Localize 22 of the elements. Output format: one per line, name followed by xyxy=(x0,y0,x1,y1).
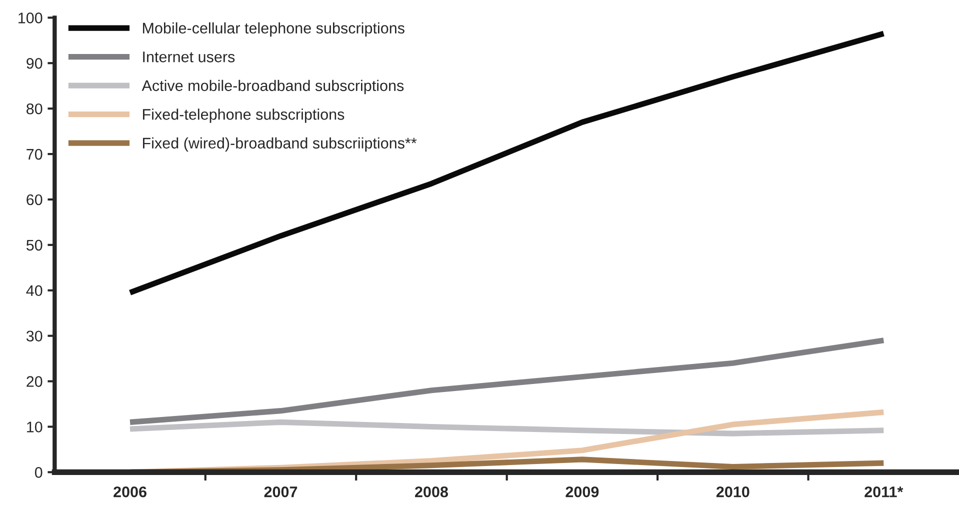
legend-label: Fixed-telephone subscriptions xyxy=(143,108,344,123)
y-tick-label: 30 xyxy=(26,330,42,342)
legend-label: Fixed (wired)-broadband subscriiptions** xyxy=(143,137,417,152)
y-tick-label: 0 xyxy=(34,467,42,478)
x-tick-label: 2009 xyxy=(566,486,599,498)
x-tick-label: 2007 xyxy=(264,486,298,498)
x-tick-label: 2008 xyxy=(415,486,448,498)
y-tick-label: 10 xyxy=(27,422,42,432)
y-tick-label: 80 xyxy=(26,103,42,114)
y-tick-label: 60 xyxy=(26,194,42,206)
y-tick-label: 90 xyxy=(26,58,42,69)
y-tick-label: 100 xyxy=(18,12,42,24)
legend-label: Active mobile-broadband subscriptions xyxy=(142,80,404,94)
y-tick-label: 40 xyxy=(26,285,42,296)
x-tick-label: 2006 xyxy=(114,486,146,498)
y-tick-label: 70 xyxy=(26,148,42,160)
y-tick-label: 20 xyxy=(26,376,42,387)
legend-label: Internet users xyxy=(143,52,235,62)
legend-label: Mobile-cellular telephone subscriptions xyxy=(143,22,404,37)
y-tick-label: 50 xyxy=(26,240,42,251)
x-tick-label: 2010 xyxy=(716,486,750,498)
x-tick-label: 2011* xyxy=(864,486,904,498)
